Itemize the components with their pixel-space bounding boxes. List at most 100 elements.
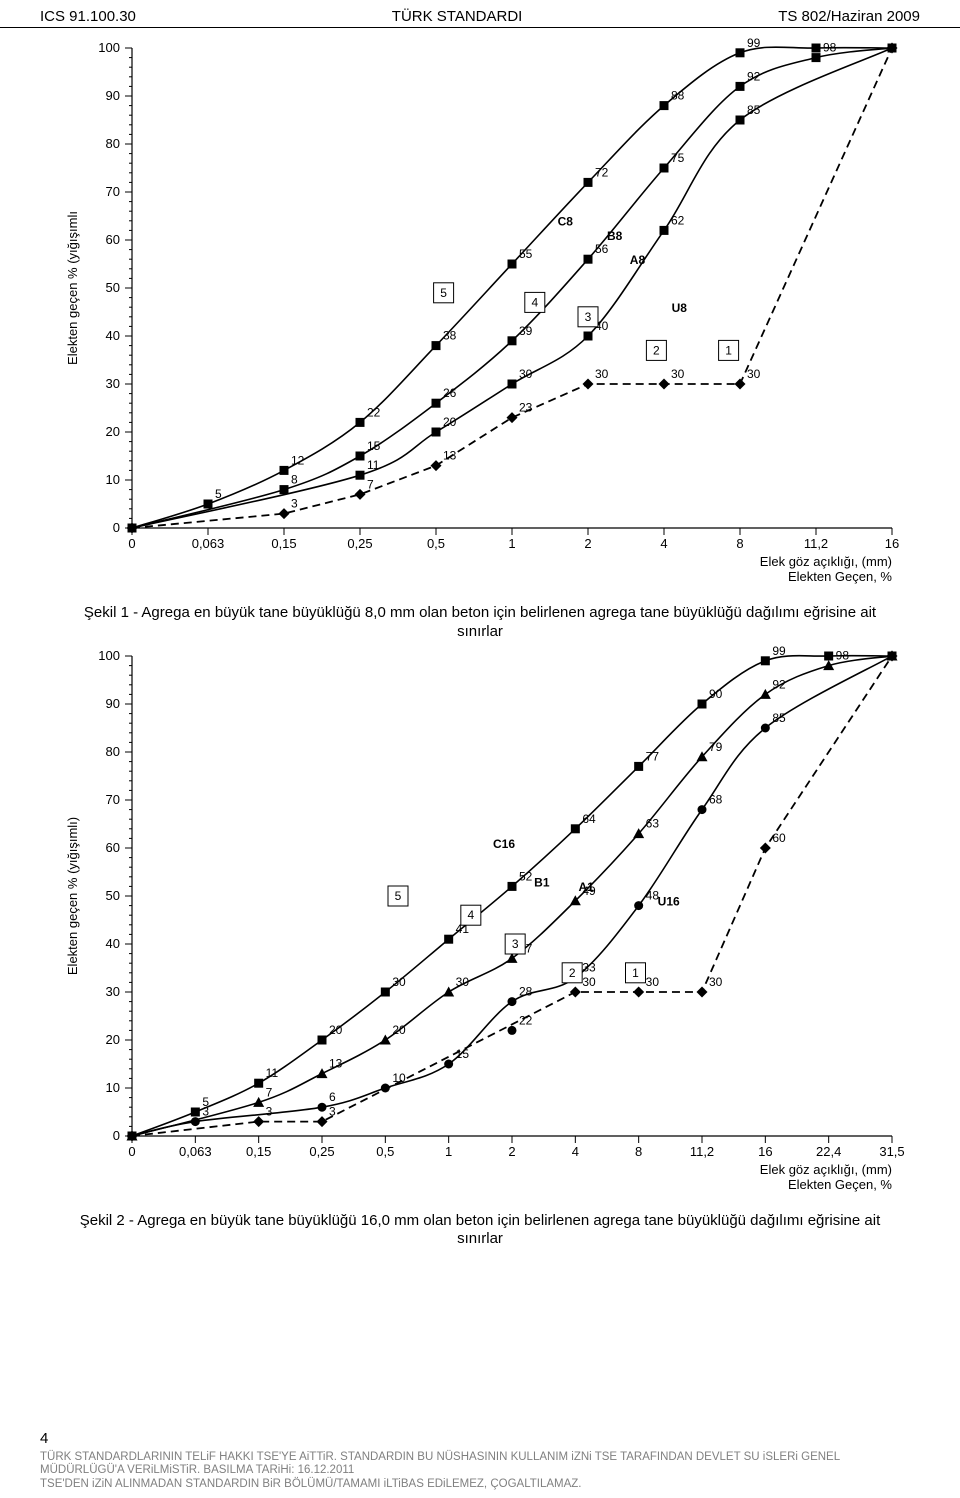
- svg-text:88: 88: [671, 89, 685, 103]
- svg-text:90: 90: [106, 88, 120, 103]
- svg-text:5: 5: [215, 487, 222, 501]
- svg-text:20: 20: [443, 415, 457, 429]
- svg-text:6: 6: [329, 1090, 336, 1104]
- svg-text:4: 4: [572, 1144, 579, 1159]
- svg-text:16: 16: [758, 1144, 772, 1159]
- svg-text:0,25: 0,25: [347, 536, 372, 551]
- svg-text:0,5: 0,5: [376, 1144, 394, 1159]
- svg-text:28: 28: [519, 984, 533, 998]
- svg-text:40: 40: [106, 328, 120, 343]
- svg-text:3: 3: [266, 1104, 273, 1118]
- svg-text:12: 12: [291, 453, 305, 467]
- footer-copyright: TÜRK STANDARDLARININ TELiF HAKKI TSE'YE …: [40, 1451, 920, 1492]
- svg-text:4: 4: [467, 908, 474, 922]
- svg-text:90: 90: [709, 687, 723, 701]
- svg-text:5: 5: [395, 889, 402, 903]
- svg-text:60: 60: [106, 840, 120, 855]
- svg-text:72: 72: [595, 165, 609, 179]
- svg-text:31,5: 31,5: [879, 1144, 904, 1159]
- svg-text:0,063: 0,063: [179, 1144, 212, 1159]
- svg-text:56: 56: [595, 242, 609, 256]
- caption-sekil-1: Şekil 1 - Agrega en büyük tane büyüklüğü…: [40, 598, 920, 642]
- svg-text:99: 99: [747, 38, 761, 50]
- svg-text:20: 20: [392, 1023, 406, 1037]
- svg-text:2: 2: [653, 343, 660, 357]
- svg-text:2: 2: [508, 1144, 515, 1159]
- svg-text:C16: C16: [493, 837, 515, 851]
- svg-text:2: 2: [569, 965, 576, 979]
- svg-text:98: 98: [836, 648, 850, 662]
- svg-text:30: 30: [106, 376, 120, 391]
- svg-text:B8: B8: [607, 229, 623, 243]
- svg-text:0,25: 0,25: [309, 1144, 334, 1159]
- svg-text:3: 3: [291, 497, 298, 511]
- svg-text:11: 11: [367, 458, 380, 472]
- svg-text:63: 63: [646, 816, 660, 830]
- svg-text:20: 20: [106, 1032, 120, 1047]
- svg-text:23: 23: [519, 401, 533, 415]
- svg-text:30: 30: [456, 975, 470, 989]
- svg-text:Elekten Geçen, %: Elekten Geçen, %: [788, 569, 892, 584]
- svg-text:C8: C8: [558, 215, 574, 229]
- svg-text:Elek göz açıklığı, (mm): Elek göz açıklığı, (mm): [760, 1162, 892, 1177]
- svg-text:80: 80: [106, 744, 120, 759]
- svg-text:0,15: 0,15: [246, 1144, 271, 1159]
- svg-text:30: 30: [595, 367, 609, 381]
- svg-text:11: 11: [266, 1066, 279, 1080]
- svg-text:Elekten geçen % (yığışımlı): Elekten geçen % (yığışımlı): [65, 816, 80, 974]
- svg-text:50: 50: [106, 888, 120, 903]
- svg-text:60: 60: [772, 831, 786, 845]
- svg-text:20: 20: [329, 1023, 343, 1037]
- svg-text:3: 3: [329, 1104, 336, 1118]
- svg-text:52: 52: [519, 869, 533, 883]
- svg-text:62: 62: [671, 213, 685, 227]
- svg-text:79: 79: [709, 739, 723, 753]
- svg-text:16: 16: [885, 536, 899, 551]
- svg-text:10: 10: [106, 1080, 120, 1095]
- svg-text:100: 100: [98, 40, 120, 55]
- svg-text:77: 77: [646, 749, 660, 763]
- svg-text:5: 5: [440, 286, 447, 300]
- svg-text:0: 0: [128, 1144, 135, 1159]
- svg-text:10: 10: [106, 472, 120, 487]
- svg-text:70: 70: [106, 184, 120, 199]
- svg-text:30: 30: [709, 975, 723, 989]
- svg-text:1: 1: [445, 1144, 452, 1159]
- svg-text:100: 100: [98, 648, 120, 663]
- svg-text:92: 92: [772, 677, 786, 691]
- svg-text:85: 85: [747, 103, 761, 117]
- svg-text:90: 90: [106, 696, 120, 711]
- svg-text:A8: A8: [630, 253, 646, 267]
- svg-text:98: 98: [823, 41, 837, 55]
- svg-text:30: 30: [106, 984, 120, 999]
- svg-text:22: 22: [519, 1013, 533, 1027]
- svg-text:15: 15: [456, 1047, 470, 1061]
- svg-text:Elekten geçen % (yığışımlı: Elekten geçen % (yığışımlı: [65, 211, 80, 365]
- svg-text:13: 13: [329, 1056, 343, 1070]
- svg-text:4: 4: [660, 536, 667, 551]
- svg-text:Elekten Geçen, %: Elekten Geçen, %: [788, 1177, 892, 1192]
- svg-text:0: 0: [113, 520, 120, 535]
- svg-text:75: 75: [671, 151, 685, 165]
- svg-text:30: 30: [392, 975, 406, 989]
- svg-text:64: 64: [582, 811, 596, 825]
- svg-text:13: 13: [443, 449, 457, 463]
- svg-text:8: 8: [291, 473, 298, 487]
- caption-sekil-2: Şekil 2 - Agrega en büyük tane büyüklüğü…: [40, 1206, 920, 1250]
- svg-text:3: 3: [512, 937, 519, 951]
- svg-text:8: 8: [635, 1144, 642, 1159]
- header-center: TÜRK STANDARDI: [392, 8, 523, 25]
- svg-text:30: 30: [671, 367, 685, 381]
- svg-text:7: 7: [367, 477, 374, 491]
- svg-text:0: 0: [113, 1128, 120, 1143]
- svg-text:22: 22: [367, 405, 381, 419]
- svg-text:1: 1: [508, 536, 515, 551]
- svg-text:33: 33: [582, 960, 596, 974]
- svg-text:0,15: 0,15: [271, 536, 296, 551]
- chart-sekil-2: 010203040506070809010000,0630,150,250,51…: [40, 646, 920, 1206]
- svg-text:39: 39: [519, 324, 533, 338]
- svg-text:0,5: 0,5: [427, 536, 445, 551]
- svg-text:2: 2: [584, 536, 591, 551]
- svg-text:U8: U8: [672, 301, 688, 315]
- svg-text:80: 80: [106, 136, 120, 151]
